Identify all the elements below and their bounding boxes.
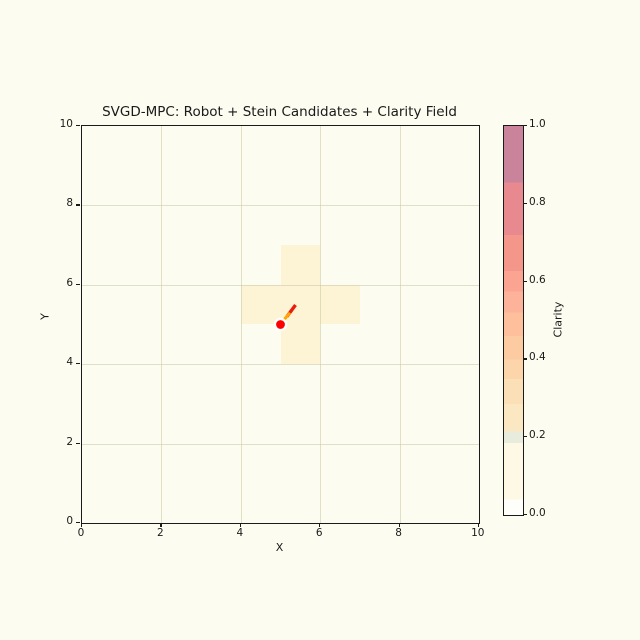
gridline-x4 bbox=[240, 126, 242, 523]
x-tickmark bbox=[319, 523, 321, 528]
gridline-x2 bbox=[161, 126, 163, 523]
x-tickmark bbox=[477, 523, 479, 528]
x-axis-label: X bbox=[275, 541, 284, 554]
colorbar-tick-label: 0.4 bbox=[529, 351, 546, 364]
plot-area bbox=[81, 125, 480, 524]
x-tickmark bbox=[160, 523, 162, 528]
y-tickmark bbox=[75, 283, 80, 285]
y-tick-label: 6 bbox=[66, 276, 73, 289]
y-tickmark bbox=[75, 363, 80, 365]
robot-and-candidates-layer bbox=[273, 303, 297, 332]
x-tick-label: 6 bbox=[315, 527, 323, 539]
colorbar-tickmark bbox=[523, 358, 528, 360]
colorbar-tickmark bbox=[523, 280, 528, 282]
colorbar bbox=[503, 125, 524, 516]
x-tickmark bbox=[239, 523, 241, 528]
x-tick-label: 4 bbox=[236, 527, 244, 539]
gridline-x6 bbox=[320, 126, 322, 523]
x-tickmark bbox=[81, 523, 83, 528]
plot-title: SVGD-MPC: Robot + Stein Candidates + Cla… bbox=[102, 104, 457, 120]
gridline-y8 bbox=[82, 205, 479, 207]
gridline-x8 bbox=[399, 126, 401, 523]
x-tick-label: 0 bbox=[77, 527, 85, 539]
y-tick-label: 10 bbox=[59, 118, 73, 130]
y-tick-label: 0 bbox=[66, 515, 73, 527]
y-tickmark bbox=[75, 442, 80, 444]
y-tickmark bbox=[75, 522, 80, 524]
colorbar-tick-label: 0.0 bbox=[529, 507, 546, 519]
clarity-cross-vertical bbox=[280, 245, 321, 365]
y-tickmark bbox=[75, 125, 80, 127]
colorbar-tickmark bbox=[523, 125, 528, 127]
robot-marker bbox=[273, 317, 288, 332]
colorbar-tick-label: 1.0 bbox=[529, 118, 546, 130]
x-tick-label: 2 bbox=[157, 527, 164, 539]
x-tick-label: 10 bbox=[471, 527, 485, 539]
colorbar-tick-label: 0.8 bbox=[529, 195, 546, 208]
y-tick-label: 2 bbox=[66, 435, 73, 448]
x-tick-label: 8 bbox=[395, 527, 402, 539]
gridline-y2 bbox=[82, 443, 479, 445]
gridline-y4 bbox=[82, 364, 479, 366]
y-tick-label: 4 bbox=[66, 356, 73, 369]
colorbar-axis-label: Clarity bbox=[551, 301, 565, 338]
colorbar-tickmark bbox=[523, 436, 528, 438]
gridline-y6 bbox=[82, 284, 479, 286]
colorbar-tick-label: 0.2 bbox=[529, 429, 546, 442]
colorbar-tick-label: 0.6 bbox=[529, 273, 546, 286]
y-tickmark bbox=[75, 204, 80, 206]
x-tickmark bbox=[398, 523, 400, 528]
y-axis-label: Y bbox=[38, 313, 52, 320]
colorbar-tickmark bbox=[523, 514, 528, 516]
y-tick-label: 8 bbox=[66, 197, 73, 210]
colorbar-tickmark bbox=[523, 202, 528, 204]
